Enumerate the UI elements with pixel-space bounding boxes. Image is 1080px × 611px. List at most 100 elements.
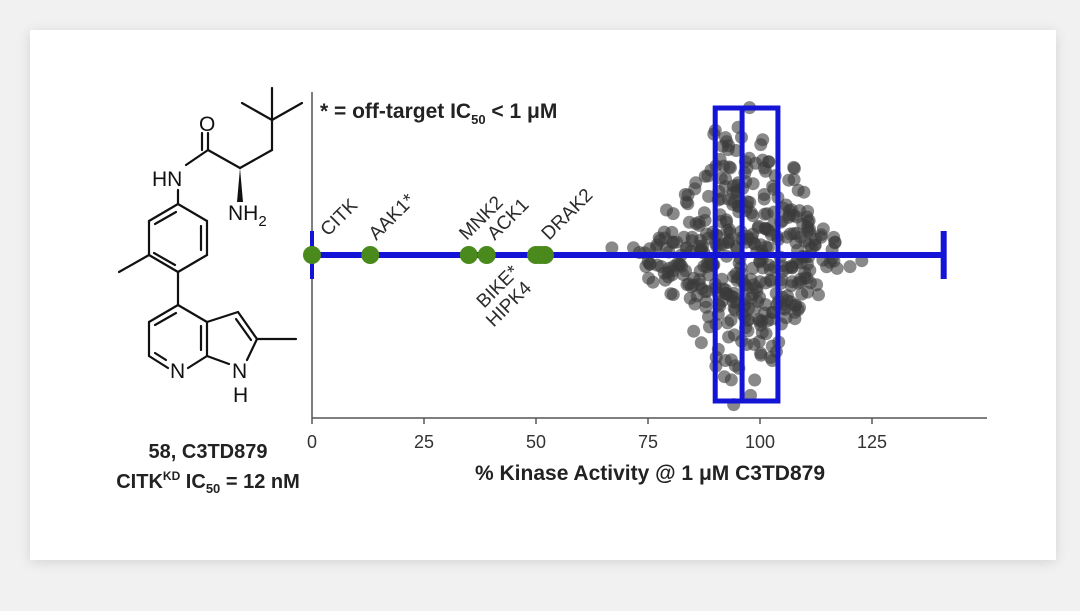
bond [147, 253, 180, 274]
bond [186, 354, 209, 370]
kinase-point [724, 373, 738, 387]
bond [147, 303, 180, 324]
kinase-point [755, 326, 769, 339]
highlight-label-citk: CITK [317, 195, 363, 241]
atom-N-pyrrole: N [232, 360, 247, 383]
bond [245, 337, 259, 362]
kinase-point [752, 313, 766, 326]
kinase-point [660, 203, 673, 217]
kinase-point [649, 241, 663, 255]
kinase-point [796, 217, 810, 231]
kinase-point [664, 287, 678, 301]
bond [176, 253, 209, 274]
bond [270, 101, 304, 122]
kinase-point [753, 255, 767, 269]
kinase-point [798, 271, 812, 285]
kinase-point [680, 278, 694, 292]
kinase-point [808, 238, 822, 252]
compound-ic50: CITKKD IC50 = 12 nM [116, 469, 300, 496]
compound-id: 58, C3TD879 [149, 441, 268, 463]
highlight-point-ack1 [477, 246, 496, 264]
kinase-point [742, 313, 755, 327]
kinase-point [721, 316, 735, 330]
kinase-point [746, 209, 760, 223]
bond [147, 354, 170, 370]
kinase-point [639, 260, 653, 273]
atom-H-pyrrole: H [233, 384, 248, 407]
atom-labels: O HN NH2 N N H [152, 113, 267, 407]
kinase-point [795, 287, 809, 301]
atom-O: O [199, 113, 215, 136]
kinase-point [694, 233, 707, 247]
kinase-point [787, 173, 801, 187]
kinase-point [728, 359, 742, 373]
kinase-point [687, 324, 701, 338]
wedge-bond [237, 168, 243, 202]
kinase-point [605, 241, 619, 255]
bond [152, 251, 177, 267]
kinase-point [780, 289, 794, 303]
kinase-point [642, 271, 656, 285]
bond [176, 303, 209, 324]
highlight-label-aak1: AAK1* [365, 190, 420, 245]
kinase-point [779, 311, 793, 325]
highlight-point-citk [303, 246, 321, 264]
kinase-point [729, 144, 743, 157]
kinase-point [764, 351, 777, 364]
kinase-point [694, 336, 708, 350]
x-tick-label: 125 [857, 432, 887, 452]
kinase-point [693, 273, 706, 287]
highlight-point-aak1 [361, 246, 380, 264]
kinase-point [665, 235, 679, 249]
kinase-point [688, 182, 702, 196]
bond [205, 310, 240, 324]
kinase-point [683, 291, 697, 305]
kinase-point [692, 215, 706, 229]
kinase-point [700, 260, 714, 274]
atom-HN: HN [152, 168, 182, 191]
bond [153, 311, 178, 327]
chemical-structure [117, 86, 304, 370]
x-tick-label: 100 [745, 432, 775, 452]
bond [206, 148, 242, 170]
kinase-point [843, 260, 857, 274]
x-tick-label: 0 [307, 432, 317, 452]
kinase-point [828, 235, 842, 249]
kinase-point [654, 260, 668, 273]
kinase-point [718, 180, 732, 194]
highlight-point-hipk4 [531, 246, 550, 264]
kinase-point [680, 241, 694, 255]
kinase-point [627, 241, 640, 255]
kinase-point [762, 155, 776, 169]
bond [238, 148, 274, 170]
bond [240, 101, 274, 122]
kinase-point [812, 288, 825, 302]
bond [234, 317, 253, 342]
kinase-point [760, 207, 774, 221]
kinase-point [729, 267, 743, 281]
kinase-point [756, 133, 770, 147]
kinase-point [682, 215, 696, 229]
kinase-point [751, 295, 765, 308]
kinase-point [784, 203, 798, 217]
x-axis-label: % Kinase Activity @ 1 μM C3TD879 [475, 462, 825, 485]
kinase-point [797, 185, 811, 199]
highlight-point-mnk2 [459, 246, 478, 264]
iqr-box [712, 105, 781, 404]
bond [184, 148, 210, 167]
kinase-point [757, 188, 771, 201]
kinase-selectivity-chart: 0 25 50 75 100 125 % Kinase Activity @ 1 μM C… [303, 92, 987, 485]
atom-N-pyridine: N [170, 360, 185, 383]
x-tick-label: 25 [414, 432, 434, 452]
bond [176, 202, 209, 223]
bond [236, 310, 259, 341]
bond [153, 351, 168, 362]
kinase-point [679, 195, 693, 209]
off-target-note: * = off-target IC50 < 1 μM [320, 100, 557, 127]
kinase-point [698, 169, 712, 183]
bond [205, 354, 231, 366]
kinase-point [741, 324, 755, 338]
kinase-point [787, 160, 801, 174]
kinase-point [816, 222, 830, 236]
